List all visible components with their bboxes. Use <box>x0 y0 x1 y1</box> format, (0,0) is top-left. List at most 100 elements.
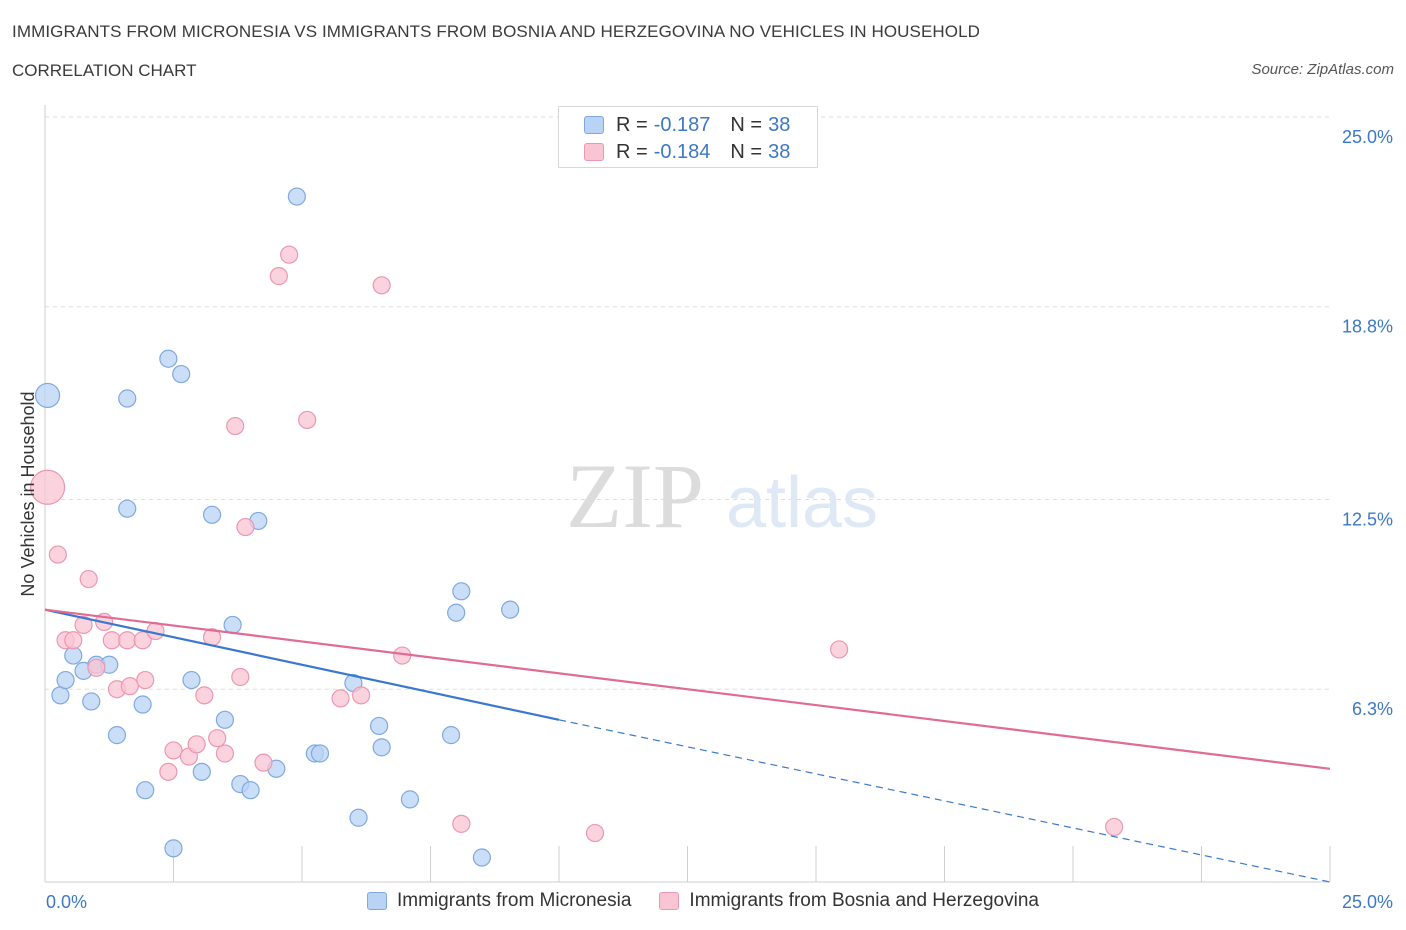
r-label: R = <box>616 140 648 163</box>
stats-legend: R = -0.187 N = 38 R = -0.184 N = 38 <box>558 106 818 168</box>
trend-line-bosnia <box>44 608 1331 770</box>
point-bosnia <box>215 744 234 763</box>
point-micronesia <box>34 382 61 409</box>
legend-row-bosnia: R = -0.184 N = 38 <box>584 139 790 165</box>
legend-row-micronesia: R = -0.187 N = 38 <box>584 112 790 138</box>
watermark-atlas: atlas <box>726 463 878 543</box>
point-micronesia <box>64 646 83 665</box>
point-micronesia <box>441 726 461 745</box>
point-micronesia <box>118 499 137 518</box>
trend-lines <box>44 608 1331 883</box>
series-legend: Immigrants from Micronesia Immigrants fr… <box>0 890 1406 912</box>
point-micronesia <box>452 582 471 601</box>
point-micronesia <box>215 710 234 729</box>
point-bosnia <box>585 823 605 843</box>
y-axis-label: No Vehicles in Household <box>18 391 38 596</box>
r-value: -0.187 <box>653 113 711 136</box>
point-bosnia <box>74 615 93 635</box>
y-tick-label: 6.3% <box>1352 699 1393 719</box>
legend-swatch-pink <box>584 143 604 161</box>
point-bosnia <box>1105 817 1124 837</box>
data-points <box>29 187 1124 867</box>
n-label: N = <box>730 140 763 163</box>
legend-swatch-blue <box>584 116 604 134</box>
point-micronesia <box>133 695 152 714</box>
y-tick-label: 18.8% <box>1342 317 1393 337</box>
point-bosnia <box>352 686 371 705</box>
point-micronesia <box>349 808 368 827</box>
x-tick-label: 25.0% <box>1342 892 1393 912</box>
point-bosnia <box>254 753 273 772</box>
y-tick-label: 12.5% <box>1342 510 1393 530</box>
point-micronesia <box>164 839 183 858</box>
point-micronesia <box>372 738 391 757</box>
trend-line-micronesia <box>44 608 560 721</box>
point-bosnia <box>79 569 98 589</box>
point-bosnia <box>331 689 350 708</box>
legend-swatch-pink <box>659 892 680 910</box>
point-bosnia <box>187 735 206 754</box>
point-micronesia <box>118 389 137 408</box>
point-micronesia <box>56 670 75 690</box>
point-bosnia <box>269 267 288 286</box>
point-bosnia <box>48 545 67 564</box>
point-bosnia <box>231 667 250 687</box>
point-bosnia <box>830 640 849 659</box>
n-value: 38 <box>768 140 791 163</box>
point-micronesia <box>172 364 191 384</box>
point-bosnia <box>298 410 317 430</box>
point-micronesia <box>136 781 155 800</box>
point-micronesia <box>400 790 420 809</box>
n-value: 38 <box>768 113 791 136</box>
series-name: Immigrants from Bosnia and Herzegovina <box>689 890 1039 911</box>
point-bosnia <box>64 631 83 650</box>
n-label: N = <box>730 113 763 136</box>
point-bosnia <box>102 631 121 650</box>
grid-lines <box>45 116 1330 690</box>
point-bosnia <box>164 741 183 760</box>
x-tick-label: 0.0% <box>46 892 87 912</box>
r-value: -0.184 <box>653 140 711 163</box>
chart-subtitle: CORRELATION CHART <box>12 61 197 80</box>
point-bosnia <box>226 416 245 436</box>
source-label: Source: ZipAtlas.com <box>1251 61 1394 78</box>
series-legend-bosnia[interactable]: Immigrants from Bosnia and Herzegovina <box>659 890 1039 912</box>
point-micronesia <box>310 744 330 763</box>
point-micronesia <box>202 505 222 524</box>
point-micronesia <box>241 781 260 800</box>
point-micronesia <box>82 692 101 711</box>
point-micronesia <box>287 187 306 206</box>
point-bosnia <box>195 686 214 705</box>
point-micronesia <box>447 603 466 622</box>
y-tick-label: 25.0% <box>1342 127 1393 147</box>
series-legend-micronesia[interactable]: Immigrants from Micronesia <box>367 890 631 912</box>
point-micronesia <box>182 670 201 690</box>
r-label: R = <box>616 113 648 136</box>
point-bosnia <box>87 658 106 677</box>
point-bosnia <box>372 276 391 295</box>
point-bosnia <box>159 762 178 781</box>
legend-swatch-blue <box>367 892 388 910</box>
watermark-zip: ZIP <box>566 445 704 547</box>
point-micronesia <box>501 600 520 619</box>
point-bosnia <box>29 469 66 505</box>
point-bosnia <box>280 245 299 264</box>
point-bosnia <box>118 631 137 650</box>
point-micronesia <box>472 848 491 867</box>
tick-labels: 6.3% 12.5% 18.8% 25.0% 0.0% 25.0% <box>46 127 1393 912</box>
point-micronesia <box>370 716 389 736</box>
point-bosnia <box>136 670 155 690</box>
point-micronesia <box>51 686 70 705</box>
point-bosnia <box>133 631 152 650</box>
point-bosnia <box>452 814 471 833</box>
point-bosnia <box>236 517 255 537</box>
point-bosnia <box>120 677 139 696</box>
point-micronesia <box>223 615 242 635</box>
point-micronesia <box>107 726 127 745</box>
series-name: Immigrants from Micronesia <box>397 890 632 911</box>
point-micronesia <box>192 762 211 781</box>
chart-title: IMMIGRANTS FROM MICRONESIA VS IMMIGRANTS… <box>12 22 981 41</box>
point-bosnia <box>208 729 227 748</box>
point-micronesia <box>159 349 178 368</box>
